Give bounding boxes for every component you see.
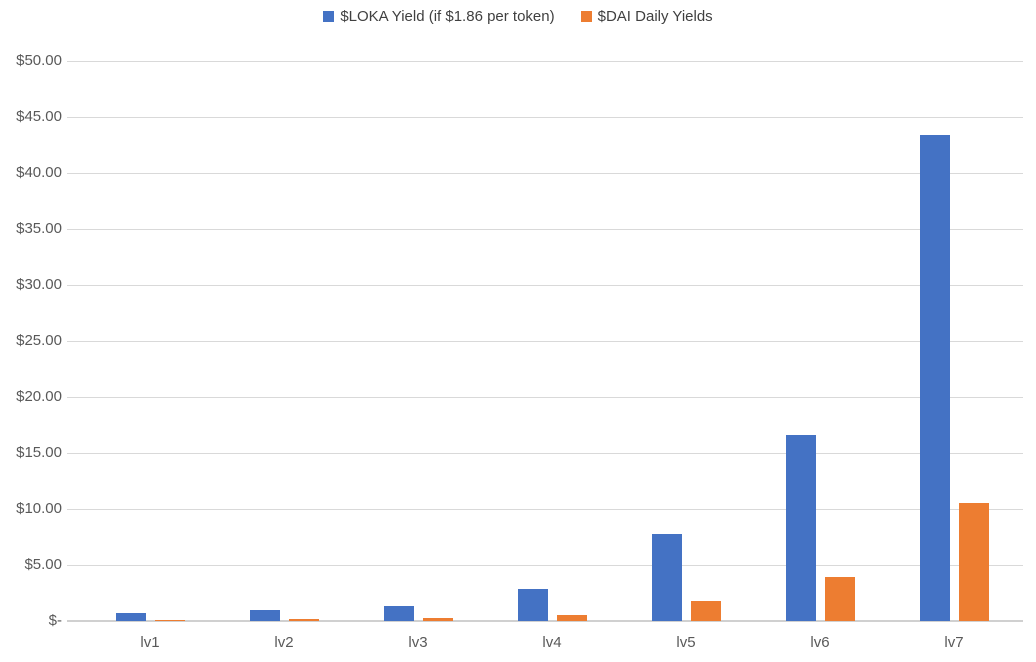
bar-dai-lv1 — [154, 620, 185, 621]
gridline — [67, 509, 1023, 510]
bar-loka-lv3 — [383, 606, 414, 621]
bar-loka-lv7 — [919, 135, 950, 621]
gridline — [67, 117, 1023, 118]
y-tick-label: $45.00 — [16, 108, 62, 125]
y-tick-label: $50.00 — [16, 52, 62, 69]
x-axis-label-lv2: lv2 — [274, 634, 294, 651]
bar-dai-lv5 — [690, 601, 721, 621]
y-tick-label: $20.00 — [16, 388, 62, 405]
y-tick-label: $35.00 — [16, 220, 62, 237]
bar-loka-lv1 — [115, 613, 146, 621]
plot-area — [67, 61, 1023, 622]
legend-swatch-icon — [323, 11, 335, 22]
x-axis-label-lv6: lv6 — [810, 634, 830, 651]
y-tick-label: $40.00 — [16, 164, 62, 181]
y-tick-label: $30.00 — [16, 276, 62, 293]
gridline — [67, 397, 1023, 398]
y-tick-label: $- — [48, 612, 62, 629]
legend-swatch-icon — [580, 11, 592, 22]
gridline — [67, 285, 1023, 286]
x-axis-line — [67, 620, 1023, 622]
bar-loka-lv6 — [785, 435, 816, 621]
gridline — [67, 229, 1023, 230]
gridline — [67, 61, 1023, 62]
legend-item-loka: $LOKA Yield (if $1.86 per token) — [323, 8, 555, 25]
legend-label: $LOKA Yield (if $1.86 per token) — [340, 8, 555, 25]
y-tick-label: $25.00 — [16, 332, 62, 349]
x-axis-label-lv5: lv5 — [676, 634, 696, 651]
bar-dai-lv3 — [422, 618, 453, 621]
bar-dai-lv6 — [824, 577, 855, 621]
legend-item-dai: $DAI Daily Yields — [580, 8, 713, 25]
bar-loka-lv4 — [517, 589, 548, 621]
chart-legend: $LOKA Yield (if $1.86 per token) $DAI Dai… — [0, 8, 1036, 25]
gridline — [67, 565, 1023, 566]
x-axis-label-lv7: lv7 — [944, 634, 964, 651]
bar-dai-lv2 — [288, 619, 319, 621]
x-axis-label-lv4: lv4 — [542, 634, 562, 651]
gridline — [67, 341, 1023, 342]
gridline — [67, 453, 1023, 454]
bar-loka-lv5 — [651, 534, 682, 621]
bar-dai-lv7 — [958, 503, 989, 621]
y-tick-label: $10.00 — [16, 500, 62, 517]
y-tick-label: $15.00 — [16, 444, 62, 461]
x-axis-label-lv3: lv3 — [408, 634, 428, 651]
bar-loka-lv2 — [249, 610, 280, 621]
y-tick-label: $5.00 — [24, 556, 62, 573]
legend-label: $DAI Daily Yields — [597, 8, 713, 25]
bar-dai-lv4 — [556, 615, 587, 621]
gridline — [67, 173, 1023, 174]
x-axis-label-lv1: lv1 — [140, 634, 160, 651]
